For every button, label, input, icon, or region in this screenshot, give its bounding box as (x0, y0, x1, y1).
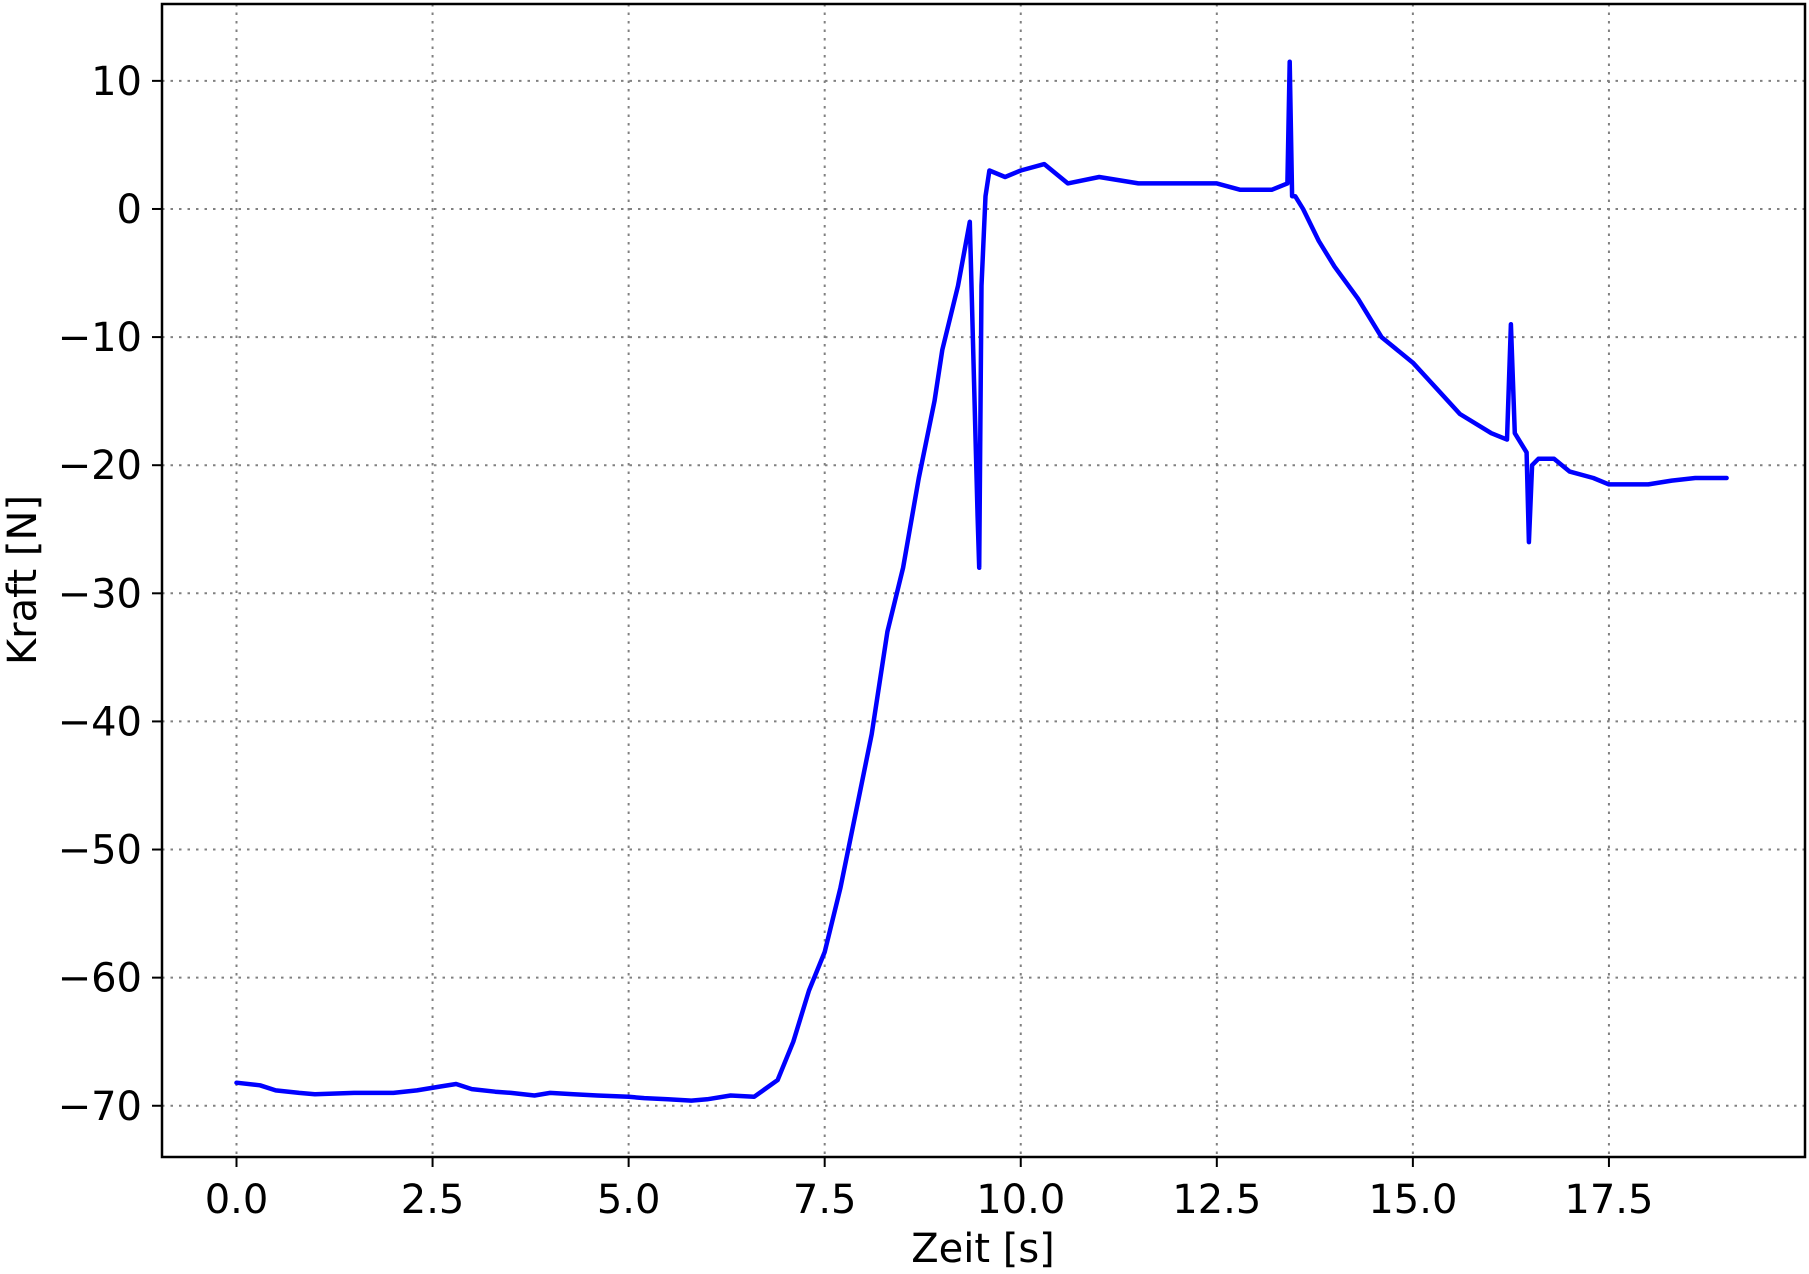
x-tick-label: 0.0 (205, 1177, 269, 1223)
y-tick-label: −60 (58, 956, 142, 1002)
x-tick-label: 5.0 (597, 1177, 661, 1223)
y-tick-label: −40 (58, 699, 142, 745)
x-tick-label: 2.5 (401, 1177, 465, 1223)
y-tick-label: 0 (117, 187, 142, 233)
y-tick-label: 10 (91, 59, 142, 105)
y-axis-label: Kraft [N] (0, 495, 46, 665)
plot-frame (160, 2, 1807, 1159)
ticks: 0.0 2.5 5.0 7.5 10.0 12.5 15.0 17.5 10 0 −10 −20 −30… (58, 59, 1654, 1223)
y-tick-label: −50 (58, 828, 142, 874)
x-tick-label: 17.5 (1564, 1177, 1653, 1223)
y-tick-label: −30 (58, 571, 142, 617)
grid (162, 4, 1805, 1157)
y-tick-label: −10 (58, 315, 142, 361)
y-tick-label: −70 (58, 1084, 142, 1130)
series-line (234, 59, 1729, 1103)
x-tick-label: 7.5 (793, 1177, 857, 1223)
x-tick-label: 15.0 (1368, 1177, 1457, 1223)
series-layer (234, 59, 1729, 1103)
x-axis-label: Zeit [s] (911, 1226, 1055, 1272)
x-tick-label: 10.0 (976, 1177, 1065, 1223)
y-tick-label: −20 (58, 443, 142, 489)
x-tick-label: 12.5 (1172, 1177, 1261, 1223)
